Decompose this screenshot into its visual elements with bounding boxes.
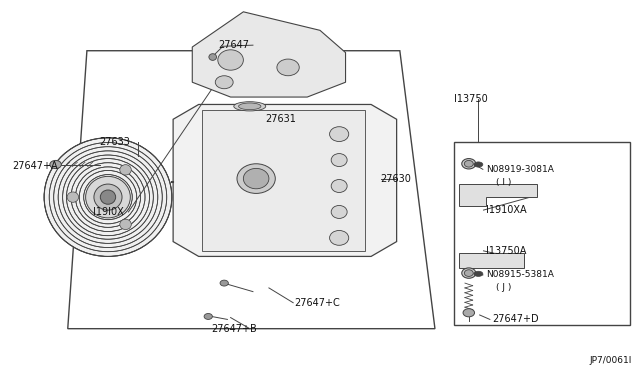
Ellipse shape <box>100 190 116 204</box>
Text: ( J ): ( J ) <box>495 283 511 292</box>
Ellipse shape <box>462 158 476 169</box>
Polygon shape <box>202 110 365 251</box>
Text: 27647+A: 27647+A <box>12 161 58 171</box>
Ellipse shape <box>220 280 228 286</box>
Ellipse shape <box>465 270 473 276</box>
Ellipse shape <box>234 102 266 111</box>
Text: 27631: 27631 <box>266 114 296 124</box>
Ellipse shape <box>243 169 269 189</box>
Ellipse shape <box>331 180 347 192</box>
Circle shape <box>474 271 483 276</box>
Text: I13750: I13750 <box>454 94 488 104</box>
Text: 27647+B: 27647+B <box>211 324 257 334</box>
Ellipse shape <box>86 176 131 218</box>
Ellipse shape <box>50 160 61 169</box>
Text: 27647+D: 27647+D <box>492 314 539 324</box>
Text: 27647: 27647 <box>218 40 249 50</box>
Ellipse shape <box>331 205 347 218</box>
Ellipse shape <box>94 184 122 210</box>
Ellipse shape <box>120 219 131 230</box>
Ellipse shape <box>277 59 300 76</box>
Ellipse shape <box>215 76 233 89</box>
Circle shape <box>474 162 483 167</box>
Text: I13750A: I13750A <box>486 246 527 256</box>
Text: 27647+C: 27647+C <box>294 298 340 308</box>
Polygon shape <box>192 12 346 97</box>
Ellipse shape <box>330 127 349 141</box>
Text: N08915-5381A: N08915-5381A <box>486 270 554 279</box>
Ellipse shape <box>330 231 349 245</box>
Ellipse shape <box>463 309 474 317</box>
Ellipse shape <box>465 160 473 167</box>
Ellipse shape <box>44 138 172 256</box>
Ellipse shape <box>120 165 131 175</box>
Ellipse shape <box>218 50 243 70</box>
Text: I19I0X: I19I0X <box>93 207 124 217</box>
Ellipse shape <box>331 154 347 167</box>
Text: N08919-3081A: N08919-3081A <box>486 165 554 174</box>
Polygon shape <box>173 105 397 256</box>
Ellipse shape <box>209 54 216 60</box>
Ellipse shape <box>204 314 212 320</box>
Ellipse shape <box>239 103 261 110</box>
Text: 27633: 27633 <box>100 137 131 147</box>
Text: 27630: 27630 <box>381 174 412 184</box>
Text: JP7/0061I: JP7/0061I <box>589 356 632 365</box>
Text: ( I ): ( I ) <box>495 178 511 187</box>
Ellipse shape <box>462 268 476 278</box>
Text: I1910XA: I1910XA <box>486 205 527 215</box>
Ellipse shape <box>67 192 79 202</box>
Polygon shape <box>460 253 524 267</box>
Polygon shape <box>460 184 537 206</box>
Ellipse shape <box>237 164 275 193</box>
